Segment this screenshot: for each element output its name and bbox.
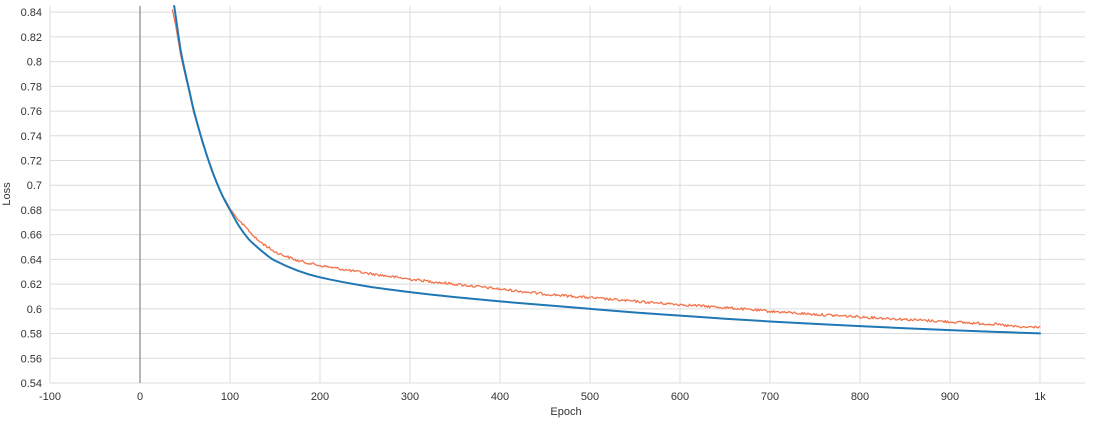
x-axis-title: Epoch — [550, 406, 581, 418]
y-tick-label: 0.74 — [21, 131, 42, 143]
y-tick-label: 0.64 — [21, 254, 42, 266]
y-tick-label: 0.62 — [21, 279, 42, 291]
x-tick-label: 300 — [401, 391, 419, 403]
y-tick-label: 0.6 — [27, 304, 42, 316]
x-tick-label: 900 — [941, 391, 959, 403]
x-tick-label: 800 — [851, 391, 869, 403]
series-line-blue — [173, 5, 1041, 335]
x-tick-label: 500 — [581, 391, 599, 403]
y-tick-label: 0.54 — [21, 378, 42, 390]
x-tick-label: 400 — [491, 391, 509, 403]
x-tick-label: 100 — [221, 391, 239, 403]
y-tick-label: 0.72 — [21, 156, 42, 168]
y-tick-label: 0.84 — [21, 7, 42, 19]
x-tick-label: 600 — [671, 391, 689, 403]
x-tick-label: 200 — [311, 391, 329, 403]
y-axis-title: Loss — [1, 182, 13, 206]
y-tick-label: 0.8 — [27, 57, 42, 69]
y-tick-label: 0.82 — [21, 32, 42, 44]
series-layer — [171, 5, 1041, 335]
y-tick-label: 0.66 — [21, 230, 42, 242]
x-tick-label: 1k — [1034, 391, 1046, 403]
series-line-orange — [171, 9, 1041, 329]
y-tick-label: 0.68 — [21, 205, 42, 217]
y-tick-label: 0.7 — [27, 180, 42, 192]
y-tick-label: 0.78 — [21, 81, 42, 93]
x-tick-label: -100 — [39, 391, 61, 403]
y-tick-label: 0.56 — [21, 353, 42, 365]
grid — [49, 6, 1085, 384]
x-tick-label: 0 — [137, 391, 143, 403]
x-tick-label: 700 — [761, 391, 779, 403]
tick-labels: 0.54 0.56 0.58 0.6 0.62 0.64 0.66 0.68 0.7 0.72 0.… — [21, 7, 1047, 403]
y-tick-label: 0.76 — [21, 106, 42, 118]
y-tick-label: 0.58 — [21, 329, 42, 341]
